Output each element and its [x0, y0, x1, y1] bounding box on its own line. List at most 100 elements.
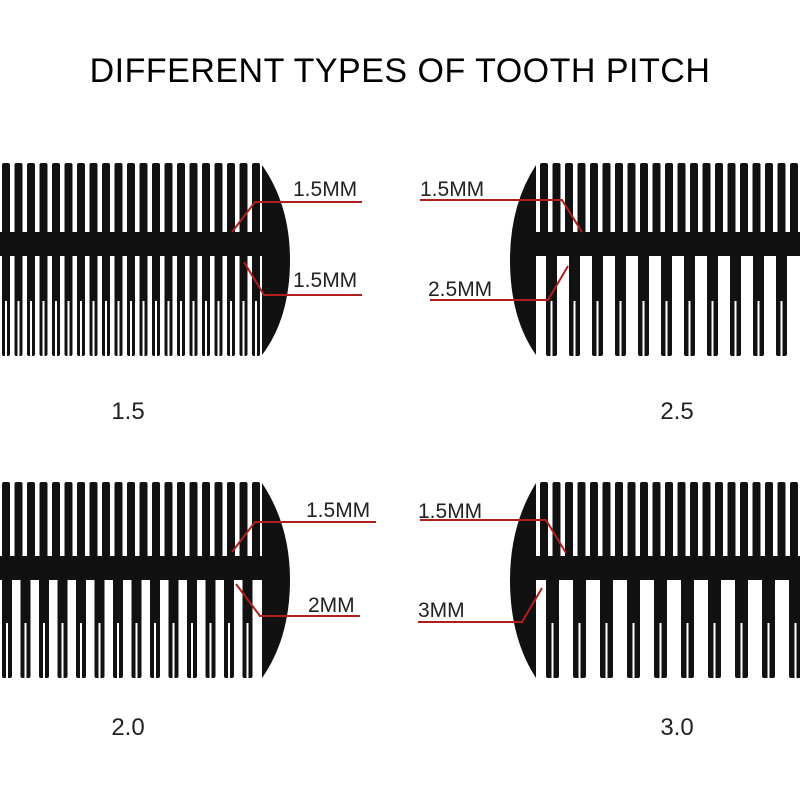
- leader-line-bottom: [235, 583, 360, 617]
- tooth-slot: [117, 301, 120, 356]
- comb-tooth-top: [114, 163, 123, 236]
- wide-pitch-label: 3MM: [418, 599, 465, 622]
- comb-tooth-top: [727, 163, 736, 236]
- comb-tooth-top: [727, 482, 736, 560]
- comb-tooth-top: [64, 482, 73, 560]
- comb-3-0-body: [510, 482, 800, 678]
- leader-line-bottom: [243, 261, 362, 296]
- comb-tooth-top: [690, 163, 698, 236]
- comb-tooth-top: [765, 482, 773, 560]
- comb-tooth-top: [214, 163, 223, 236]
- comb-tooth-top: [715, 482, 723, 560]
- comb-2-5-body: [510, 163, 800, 356]
- comb-tooth-top: [677, 482, 686, 560]
- tooth-slot: [605, 623, 608, 678]
- pitch-label-2-5: 2.5: [660, 398, 694, 425]
- comb-tooth-top: [752, 163, 761, 236]
- comb-tooth-top: [790, 163, 798, 236]
- pitch-label-2-0: 2.0: [111, 714, 145, 741]
- page-title: DIFFERENT TYPES OF TOOTH PITCH: [89, 52, 711, 90]
- comb-tooth-top: [52, 482, 60, 560]
- leader-line-top: [420, 199, 583, 233]
- comb-tooth-top: [239, 163, 248, 236]
- tooth-slot: [172, 623, 175, 678]
- leader-line-top: [231, 201, 362, 233]
- comb-tooth-top: [602, 163, 611, 236]
- tooth-slot: [713, 623, 716, 678]
- tooth-slot: [246, 623, 249, 678]
- comb-tooth-top: [740, 163, 748, 236]
- comb-tooth-top: [64, 163, 73, 236]
- wide-pitch-label: 2MM: [308, 594, 355, 617]
- tooth-slot: [135, 623, 138, 678]
- comb-tooth-top: [690, 482, 698, 560]
- comb-tooth-top: [565, 163, 573, 236]
- tooth-slot: [6, 623, 8, 678]
- comb-tooth-top: [164, 163, 173, 236]
- comb-tooth-top: [577, 163, 586, 236]
- comb-tooth-top: [139, 482, 148, 560]
- comb-tooth-top: [39, 482, 48, 560]
- tooth-slot: [740, 623, 743, 678]
- tooth-slot: [780, 301, 783, 356]
- tooth-slot: [686, 623, 689, 678]
- comb-tooth-top: [740, 482, 748, 560]
- comb-tooth-top: [590, 163, 598, 236]
- comb-tooth-top: [577, 482, 586, 560]
- comb-tooth-top: [14, 163, 23, 236]
- comb-tooth-top: [552, 482, 561, 560]
- comb-tooth-top: [152, 163, 160, 236]
- comb-tooth-top: [252, 163, 260, 236]
- tooth-slot: [688, 301, 691, 356]
- comb-tooth-top: [102, 482, 110, 560]
- comb-tooth-top: [27, 482, 35, 560]
- comb-tooth-top: [177, 482, 185, 560]
- comb-tooth-top: [615, 482, 623, 560]
- leader-line-bottom: [418, 587, 543, 623]
- comb-tooth-top: [152, 482, 160, 560]
- fine-pitch-label: 1.5MM: [293, 178, 357, 201]
- comb-tooth-top: [127, 482, 135, 560]
- comb-tooth-top: [615, 163, 623, 236]
- comb-tooth-top: [177, 163, 185, 236]
- comb-tooth-top: [14, 482, 23, 560]
- wide-pitch-label: 2.5MM: [428, 278, 492, 301]
- tooth-slot: [17, 301, 20, 356]
- tooth-slot: [734, 301, 737, 356]
- tooth-slot: [191, 623, 193, 678]
- comb-tooth-top: [790, 482, 798, 560]
- comb-panel-1-5: 1.5MM 1.5MM: [0, 163, 362, 356]
- tooth-slot: [67, 301, 70, 356]
- tooth-slot: [794, 623, 797, 678]
- comb-tooth-top: [652, 482, 661, 560]
- tooth-slot: [142, 301, 145, 356]
- fine-pitch-label: 1.5MM: [418, 500, 482, 523]
- comb-tooth-top: [677, 163, 686, 236]
- comb-tooth-top: [139, 163, 148, 236]
- comb-tooth-top: [77, 163, 85, 236]
- tooth-slot: [757, 301, 760, 356]
- comb-tooth-top: [164, 482, 173, 560]
- tooth-slot: [242, 301, 245, 356]
- comb-tooth-top: [227, 163, 235, 236]
- tooth-slot: [80, 623, 82, 678]
- tooth-slot: [255, 301, 257, 356]
- tooth-slot: [5, 301, 7, 356]
- comb-panel-2-0: 1.5MM 2MM: [0, 482, 376, 678]
- comb-tooth-top: [89, 163, 98, 236]
- comb-tooth-top: [214, 482, 223, 560]
- leader-line-bottom: [430, 265, 569, 301]
- fine-pitch-label: 1.5MM: [420, 178, 484, 201]
- tooth-slot: [228, 623, 230, 678]
- tooth-slot: [619, 301, 622, 356]
- tooth-slot: [155, 301, 157, 356]
- comb-tooth-top: [127, 163, 135, 236]
- tooth-slot: [192, 301, 195, 356]
- comb-tooth-top: [627, 163, 636, 236]
- comb-tooth-top: [627, 482, 636, 560]
- comb-tooth-top: [189, 482, 198, 560]
- comb-tooth-top: [777, 482, 786, 560]
- comb-tooth-top: [602, 482, 611, 560]
- leader-line-top: [420, 519, 567, 554]
